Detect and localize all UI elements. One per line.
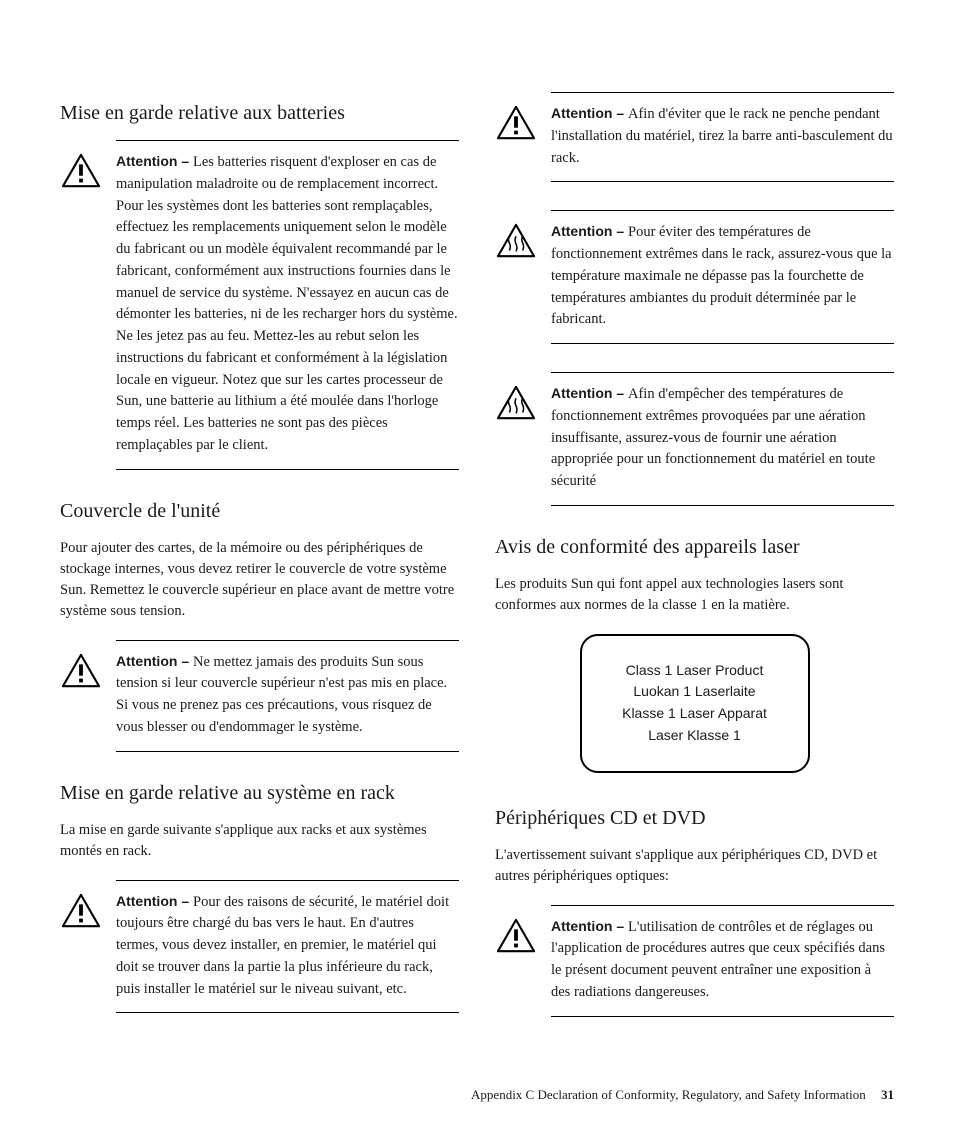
exclaim-icon — [495, 905, 537, 955]
caution-lead: Attention – — [116, 153, 193, 169]
exclaim-icon — [60, 640, 102, 690]
page-footer: Appendix C Declaration of Conformity, Re… — [471, 1087, 894, 1103]
laser-line: Klasse 1 Laser Apparat — [600, 703, 790, 725]
laser-line: Class 1 Laser Product — [600, 660, 790, 682]
caution-cd-dvd: Attention – L'utilisation de contrôles e… — [495, 905, 894, 1017]
page-number: 31 — [881, 1087, 894, 1102]
heat-icon — [495, 372, 537, 422]
heat-icon — [495, 210, 537, 260]
laser-line: Laser Klasse 1 — [600, 725, 790, 747]
laser-class-label: Class 1 Laser Product Luokan 1 Laserlait… — [580, 634, 810, 773]
caution-text: Pour éviter des températures de fonction… — [551, 224, 892, 327]
laser-line: Luokan 1 Laserlaite — [600, 681, 790, 703]
caution-rack-temp: Attention – Pour éviter des températures… — [495, 210, 894, 344]
heading-batteries: Mise en garde relative aux batteries — [60, 100, 459, 126]
intro-rack: La mise en garde suivante s'applique aux… — [60, 820, 459, 862]
caution-lead: Attention – — [551, 918, 628, 934]
caution-rack-airflow: Attention – Afin d'empêcher des températ… — [495, 372, 894, 506]
heading-cover: Couvercle de l'unité — [60, 498, 459, 524]
intro-cd-dvd: L'avertissement suivant s'applique aux p… — [495, 845, 894, 887]
caution-lead: Attention – — [551, 223, 628, 239]
exclaim-icon — [60, 880, 102, 930]
caution-text: Afin d'empêcher des températures de fonc… — [551, 386, 875, 489]
caution-lead: Attention – — [551, 385, 628, 401]
caution-text: Pour des raisons de sécurité, le matérie… — [116, 894, 449, 997]
caution-text: Les batteries risquent d'exploser en cas… — [116, 154, 458, 453]
exclaim-icon — [60, 140, 102, 190]
caution-lead: Attention – — [116, 653, 193, 669]
heading-laser: Avis de conformité des appareils laser — [495, 534, 894, 560]
caution-rack-load: Attention – Pour des raisons de sécurité… — [60, 880, 459, 1014]
intro-laser: Les produits Sun qui font appel aux tech… — [495, 574, 894, 616]
right-column: Attention – Afin d'éviter que le rack ne… — [495, 92, 894, 1045]
two-column-layout: Mise en garde relative aux batteries Att… — [60, 92, 894, 1045]
heading-rack: Mise en garde relative au système en rac… — [60, 780, 459, 806]
heading-cd-dvd: Périphériques CD et DVD — [495, 805, 894, 831]
caution-cover: Attention – Ne mettez jamais des produit… — [60, 640, 459, 752]
intro-cover: Pour ajouter des cartes, de la mémoire o… — [60, 538, 459, 622]
caution-rack-tilt: Attention – Afin d'éviter que le rack ne… — [495, 92, 894, 182]
caution-lead: Attention – — [551, 105, 628, 121]
footer-text: Appendix C Declaration of Conformity, Re… — [471, 1087, 866, 1102]
caution-lead: Attention – — [116, 893, 193, 909]
caution-batteries: Attention – Les batteries risquent d'exp… — [60, 140, 459, 470]
exclaim-icon — [495, 92, 537, 142]
left-column: Mise en garde relative aux batteries Att… — [60, 92, 459, 1045]
